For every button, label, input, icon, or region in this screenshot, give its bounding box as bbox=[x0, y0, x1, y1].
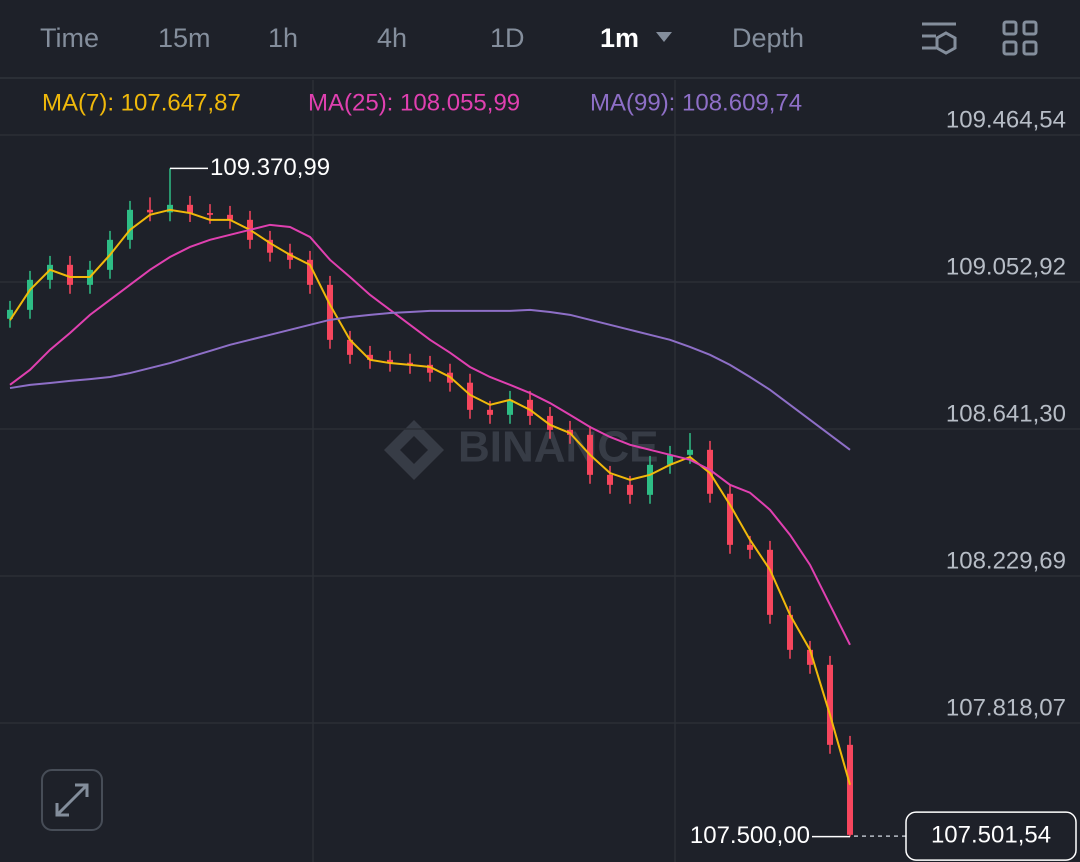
tab[interactable]: 1m bbox=[600, 23, 639, 53]
candle-body bbox=[47, 264, 53, 280]
y-tick-label: 109.052,92 bbox=[946, 253, 1066, 280]
tab[interactable]: 4h bbox=[377, 23, 407, 53]
tab[interactable]: Depth bbox=[732, 23, 804, 53]
settings-icon[interactable] bbox=[922, 22, 957, 55]
candle-body bbox=[647, 464, 653, 495]
candle-body bbox=[387, 359, 393, 363]
candle-body bbox=[847, 744, 853, 835]
high-label: 109.370,99 bbox=[210, 154, 330, 181]
candle-body bbox=[147, 209, 153, 213]
y-tick-label: 108.229,69 bbox=[946, 547, 1066, 574]
candle-body bbox=[827, 664, 833, 745]
candle-body bbox=[487, 409, 493, 415]
candle-body bbox=[187, 204, 193, 214]
ma-line bbox=[9, 223, 851, 646]
candle-body bbox=[787, 614, 793, 650]
ma-line bbox=[9, 208, 851, 786]
current-price-box bbox=[905, 811, 1077, 861]
tab[interactable]: 15m bbox=[158, 23, 211, 53]
candle-body bbox=[467, 382, 473, 410]
legend-entry: MA(99): 108.609,74 bbox=[590, 89, 802, 116]
legend: MA(7): 107.647,87 MA(25): 108.055,99 MA(99… bbox=[42, 89, 802, 116]
watermark-text: BINANCE bbox=[458, 423, 658, 472]
candle-body bbox=[687, 449, 693, 455]
candle-body bbox=[67, 264, 73, 285]
y-tick-label: 107.818,07 bbox=[946, 694, 1066, 721]
candle-body bbox=[547, 415, 553, 430]
y-tick-label: 109.464,54 bbox=[946, 106, 1066, 133]
candle-body bbox=[367, 354, 373, 360]
candle-body bbox=[27, 279, 33, 310]
tab[interactable]: 1h bbox=[268, 23, 298, 53]
expand-button[interactable] bbox=[41, 769, 103, 831]
tab[interactable]: 1D bbox=[490, 23, 525, 53]
candle-body bbox=[407, 362, 413, 365]
candle-body bbox=[507, 399, 513, 415]
tab-bar: Time 15m 1h 4h 1D 1m Depth bbox=[40, 23, 804, 53]
candle-body bbox=[207, 213, 213, 215]
legend-entry: MA(25): 108.055,99 bbox=[308, 89, 520, 116]
ma-line bbox=[9, 308, 851, 451]
grid: 109.464,54 109.052,92 108.641,30 108.229,69… bbox=[0, 106, 1080, 724]
y-tick-label: 108.641,30 bbox=[946, 400, 1066, 427]
candle-body bbox=[347, 339, 353, 355]
candle-body bbox=[627, 484, 633, 495]
candle-body bbox=[267, 239, 273, 253]
current-price-label: 107.501,54 bbox=[931, 821, 1051, 848]
candle-body bbox=[527, 399, 533, 416]
candle-body bbox=[167, 204, 173, 213]
candle-body bbox=[747, 544, 753, 550]
watermark: BINANCE bbox=[384, 420, 658, 480]
candle-body bbox=[7, 309, 13, 319]
low-label: 107.500,00 bbox=[690, 822, 810, 849]
candle-body bbox=[607, 474, 613, 485]
plot: 109.370,99 107.500,00 107.501,54 bbox=[7, 154, 1077, 861]
layout-icon[interactable] bbox=[1002, 20, 1038, 56]
tab[interactable]: Time bbox=[40, 23, 99, 53]
candle-body bbox=[127, 209, 133, 240]
candle-body bbox=[807, 649, 813, 665]
candle-body bbox=[227, 214, 233, 220]
candle-body bbox=[327, 284, 333, 340]
candle-body bbox=[427, 364, 433, 373]
candle-body bbox=[287, 252, 293, 260]
candle-body bbox=[667, 454, 673, 465]
dropdown-arrow[interactable] bbox=[656, 32, 672, 42]
legend-entry: MA(7): 107.647,87 bbox=[42, 89, 241, 116]
candle-body bbox=[727, 493, 733, 545]
candle-body bbox=[307, 259, 313, 285]
candle-body bbox=[767, 549, 773, 615]
expand-icon bbox=[55, 783, 89, 817]
